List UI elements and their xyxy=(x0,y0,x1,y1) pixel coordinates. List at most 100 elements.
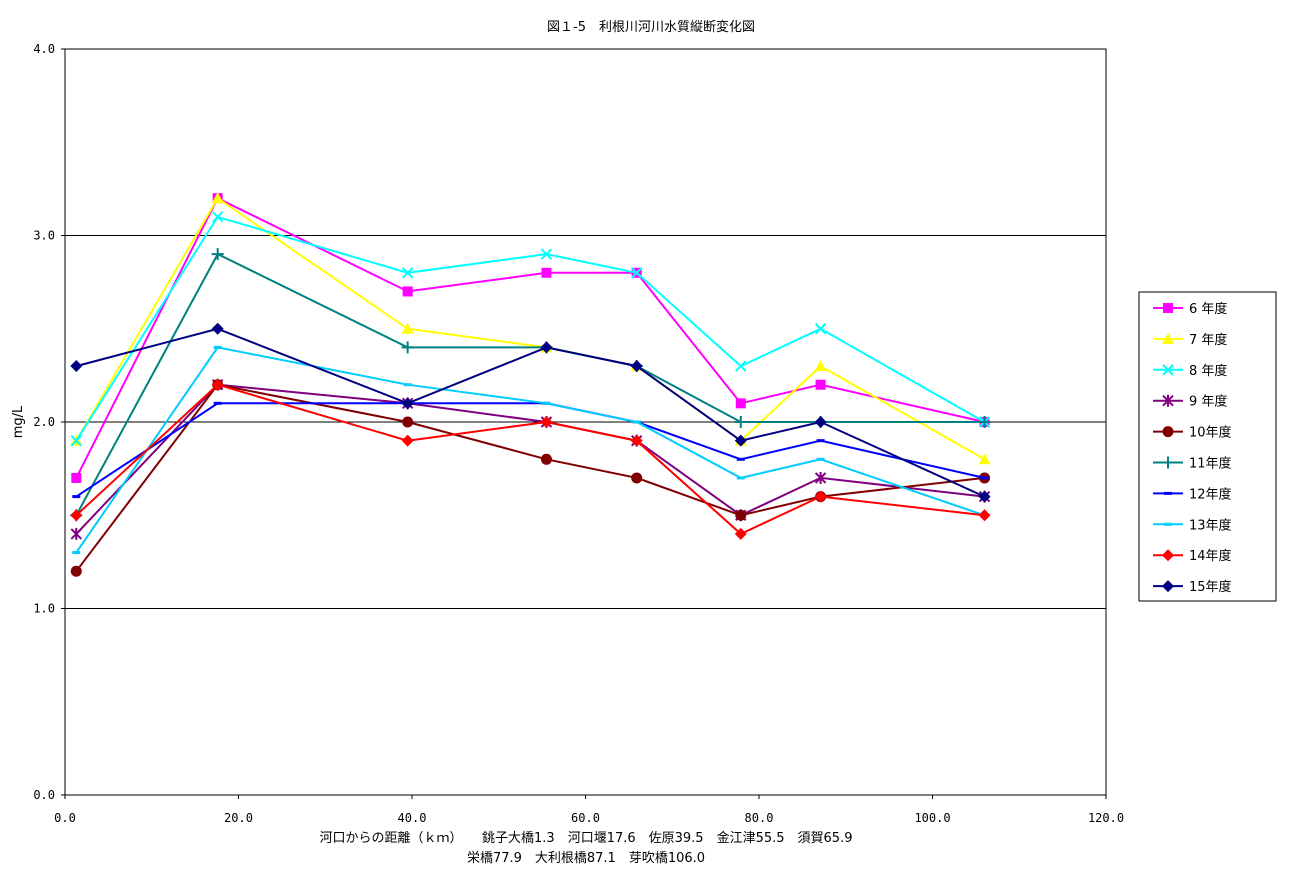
data-point xyxy=(70,509,83,522)
data-point xyxy=(816,439,825,443)
legend-item: 11年度 xyxy=(1153,456,1232,472)
series-line xyxy=(76,327,985,498)
legend-box xyxy=(1138,291,1277,602)
series-line xyxy=(75,402,985,498)
legend-label: 11年度 xyxy=(1189,456,1232,472)
data-point xyxy=(978,453,991,465)
data-point xyxy=(213,345,222,349)
legend-item: 14年度 xyxy=(1153,548,1232,564)
data-point xyxy=(542,401,551,405)
data-point xyxy=(213,401,222,405)
data-point xyxy=(402,286,413,297)
series-3 xyxy=(70,211,991,447)
data-point xyxy=(541,267,552,278)
data-point xyxy=(71,472,82,483)
data-point xyxy=(401,397,414,410)
legend-marker xyxy=(1162,426,1174,438)
data-point xyxy=(734,416,747,428)
data-point xyxy=(70,360,83,373)
legend-label: 14年度 xyxy=(1189,548,1232,564)
legend-marker xyxy=(1162,394,1174,407)
legend-marker xyxy=(1162,332,1174,344)
data-point xyxy=(978,416,991,428)
y-tick-label: 3.0 xyxy=(33,229,55,243)
data-point xyxy=(814,323,827,335)
x-tick-label: 60.0 xyxy=(571,811,600,825)
legend-marker xyxy=(1164,491,1172,495)
legend-label: 15年度 xyxy=(1189,579,1232,595)
series-7 xyxy=(72,401,989,499)
data-point xyxy=(630,434,643,447)
legend-label: 6 年度 xyxy=(1189,301,1227,317)
data-point xyxy=(70,434,82,447)
legend-marker xyxy=(1162,580,1174,593)
x-tick-label: 80.0 xyxy=(745,811,774,825)
legend-marker xyxy=(1162,549,1174,562)
x-tick-label: 100.0 xyxy=(914,811,950,825)
data-point xyxy=(735,360,747,372)
series-line xyxy=(75,346,985,554)
data-point xyxy=(540,341,553,354)
legend-label: 8 年度 xyxy=(1189,363,1227,379)
series-line xyxy=(75,383,985,536)
legend-marker xyxy=(1162,456,1174,469)
legend-item: 10年度 xyxy=(1153,425,1232,441)
legend-label: 10年度 xyxy=(1189,425,1232,441)
data-point xyxy=(736,476,745,480)
legend-item: 7 年度 xyxy=(1153,332,1227,348)
data-point xyxy=(814,360,827,372)
data-point xyxy=(540,416,553,428)
data-point xyxy=(211,322,224,335)
data-point xyxy=(736,457,745,461)
y-axis-label: mg/L xyxy=(11,405,26,438)
data-point xyxy=(70,527,82,540)
series-line xyxy=(75,383,985,572)
data-point xyxy=(631,472,643,484)
series-8 xyxy=(72,345,989,555)
data-point xyxy=(402,416,414,428)
data-point xyxy=(70,565,82,577)
series-1 xyxy=(71,193,990,483)
data-point xyxy=(630,360,643,373)
legend-item: 12年度 xyxy=(1153,486,1232,502)
data-point xyxy=(735,509,747,521)
data-point xyxy=(735,398,746,409)
data-point xyxy=(401,322,414,334)
y-tick-label: 2.0 xyxy=(33,415,55,429)
y-tick-label: 1.0 xyxy=(33,602,55,616)
data-point xyxy=(814,416,827,428)
legend-marker xyxy=(1163,303,1173,313)
data-point xyxy=(734,434,747,447)
data-point xyxy=(211,211,224,223)
data-point xyxy=(978,490,991,503)
data-point xyxy=(211,248,224,261)
x-axis-label-line1: 河口からの距離（ｋｍ） 銚子大橋1.3 河口堰17.6 佐原39.5 金江津55… xyxy=(320,830,853,846)
y-axis-ticks: 0.0 1.0 2.0 3.0 4.0 xyxy=(33,42,65,802)
data-point xyxy=(211,192,224,204)
data-point xyxy=(401,434,414,447)
data-point xyxy=(72,495,81,499)
data-point xyxy=(815,379,826,390)
x-tick-label: 40.0 xyxy=(398,811,427,825)
legend-item: 15年度 xyxy=(1153,579,1232,595)
x-axis-label-line2: 栄橋77.9 大利根橋87.1 芽吹橋106.0 xyxy=(467,851,705,866)
data-point xyxy=(814,490,827,503)
data-point xyxy=(814,471,827,484)
data-point xyxy=(401,341,414,354)
data-point xyxy=(211,378,224,391)
legend-item: 9 年度 xyxy=(1153,394,1227,410)
data-point xyxy=(540,248,553,260)
series-9 xyxy=(70,378,991,540)
legend-marker xyxy=(1164,522,1172,526)
data-point xyxy=(632,420,641,424)
y-tick-label: 4.0 xyxy=(33,42,55,56)
legend-label: 9 年度 xyxy=(1189,394,1227,410)
data-point xyxy=(816,457,825,461)
data-point xyxy=(540,453,552,465)
x-tick-label: 20.0 xyxy=(224,811,253,825)
legend-label: 13年度 xyxy=(1189,517,1232,533)
legend-item: 8 年度 xyxy=(1153,363,1227,379)
data-point xyxy=(401,267,414,279)
data-point xyxy=(403,383,412,387)
